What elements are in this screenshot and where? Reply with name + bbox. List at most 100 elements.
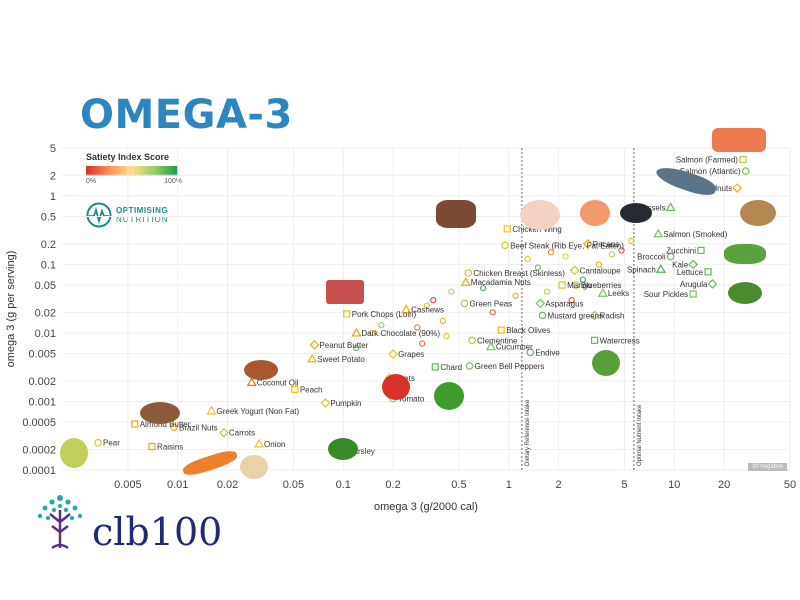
data-point-minor [562, 253, 569, 260]
y-tick-label: 2 [50, 170, 56, 182]
data-point [697, 246, 705, 255]
point-label: Mussels [636, 203, 665, 212]
point-label: Salmon (Smoked) [663, 230, 727, 239]
point-label: Salmon (Atlantic) [680, 167, 741, 176]
clb100-text: clb100 [92, 510, 223, 554]
data-point [497, 326, 505, 334]
point-label: Almond Butter [140, 420, 191, 429]
point-label: Pumpkin [330, 399, 361, 408]
data-point [464, 269, 473, 277]
point-label: Arugula [680, 280, 708, 289]
point-label: Beef Steak (Rib Eye, Fat Eaten) [510, 241, 624, 250]
tomato-illustration [382, 374, 410, 400]
data-point [131, 420, 139, 428]
data-point-minor [534, 264, 542, 271]
data-point [739, 155, 747, 164]
data-point [148, 442, 156, 451]
data-point [460, 277, 471, 286]
pulse-logo-icon [86, 202, 112, 228]
data-point [388, 349, 398, 360]
data-point [535, 298, 546, 309]
data-point-minor [628, 237, 635, 245]
tree-logo-icon [37, 495, 83, 550]
x-tick-label: 0.2 [385, 479, 400, 491]
negative-count-badge: 20 negative [748, 463, 788, 471]
page-title: OMEGA-3 [80, 92, 293, 138]
x-tick-label: 0.5 [451, 479, 466, 491]
walnuts-illustration [740, 200, 776, 226]
data-points [94, 155, 750, 456]
point-label: Tomato [398, 395, 425, 404]
brand-line2: NUTRITION [116, 215, 169, 224]
y-tick-label: 0.01 [35, 328, 56, 340]
data-point [254, 438, 265, 448]
data-point [94, 438, 102, 447]
y-tick-label: 0.02 [35, 307, 56, 319]
clb100-logo: clb100 [30, 488, 222, 558]
reference-lines: Dietary Reference Intake Optimal Nutrient… [521, 148, 643, 470]
y-axis-ticks: 0.0001 0.0002 0.0005 0.001 0.002 0.005 0.01 0.0… [22, 143, 56, 477]
data-point-minor [618, 247, 625, 254]
brazil-nuts-illustration [140, 402, 180, 424]
x-tick-label: 0.05 [283, 479, 304, 491]
data-point [320, 398, 331, 408]
chicken-illustration [520, 200, 560, 230]
data-point [309, 340, 320, 350]
point-label: Chard [440, 363, 462, 372]
legend-gradient [86, 166, 178, 176]
point-label: Leeks [608, 289, 629, 298]
data-point [569, 265, 580, 276]
data-point [666, 252, 675, 261]
data-point [741, 167, 750, 175]
point-label: Clementine [477, 336, 518, 345]
data-point [526, 348, 535, 357]
point-label: Lettuce [677, 268, 704, 277]
data-point [246, 377, 257, 386]
data-point [653, 228, 664, 238]
point-label: Coconut Oil [257, 378, 299, 387]
data-point [558, 281, 566, 289]
x-tick-label: 0.02 [217, 479, 238, 491]
point-label: Grapes [398, 350, 424, 359]
point-label: Green Peas [469, 299, 512, 308]
point-label: Brazil Nuts [179, 423, 218, 432]
y-tick-label: 0.0002 [22, 444, 56, 456]
data-point-minor [423, 302, 430, 309]
data-point [704, 268, 712, 276]
point-label: Greek Yogurt (Non Fat) [216, 407, 299, 416]
point-label: Mango [567, 281, 592, 290]
shrimp-illustration [580, 200, 610, 226]
data-point-minor [608, 251, 616, 258]
point-label: Raisins [157, 443, 183, 452]
data-point-minor [443, 332, 450, 340]
data-point [665, 202, 676, 211]
x-axis-ticks: 0.005 0.01 0.02 0.05 0.1 0.2 0.5 1 2 5 10 20 50 [114, 479, 796, 491]
onion-illustration [240, 455, 268, 479]
salmon-illustration [712, 128, 766, 152]
y-tick-label: 0.1 [41, 259, 56, 271]
point-label: Mustard greens [548, 311, 604, 320]
data-point [501, 241, 509, 250]
point-label: Broccoli [637, 253, 666, 262]
ground-meat-illustration [326, 280, 364, 304]
point-label: Black Olives [506, 326, 550, 335]
data-point [538, 311, 547, 320]
data-point [503, 225, 511, 233]
data-point [655, 264, 666, 273]
y-tick-label: 0.05 [35, 280, 56, 292]
x-axis-title: omega 3 (g/2000 cal) [374, 501, 478, 513]
y-axis-title: omega 3 (g per serving) [5, 251, 17, 368]
data-point [732, 183, 743, 193]
point-label: Carrots [229, 429, 255, 438]
y-tick-label: 0.5 [41, 212, 56, 224]
mussels-illustration [620, 203, 652, 223]
reference-line-label: Dietary Reference Intake [525, 399, 531, 466]
watercress-illustration [592, 350, 620, 376]
data-point-minor [480, 285, 487, 292]
point-label: Sweet Potato [317, 355, 365, 364]
data-point-minor [595, 261, 602, 268]
point-label: Walnuts [704, 184, 733, 193]
data-point [485, 341, 496, 351]
y-tick-label: 0.001 [28, 396, 56, 408]
